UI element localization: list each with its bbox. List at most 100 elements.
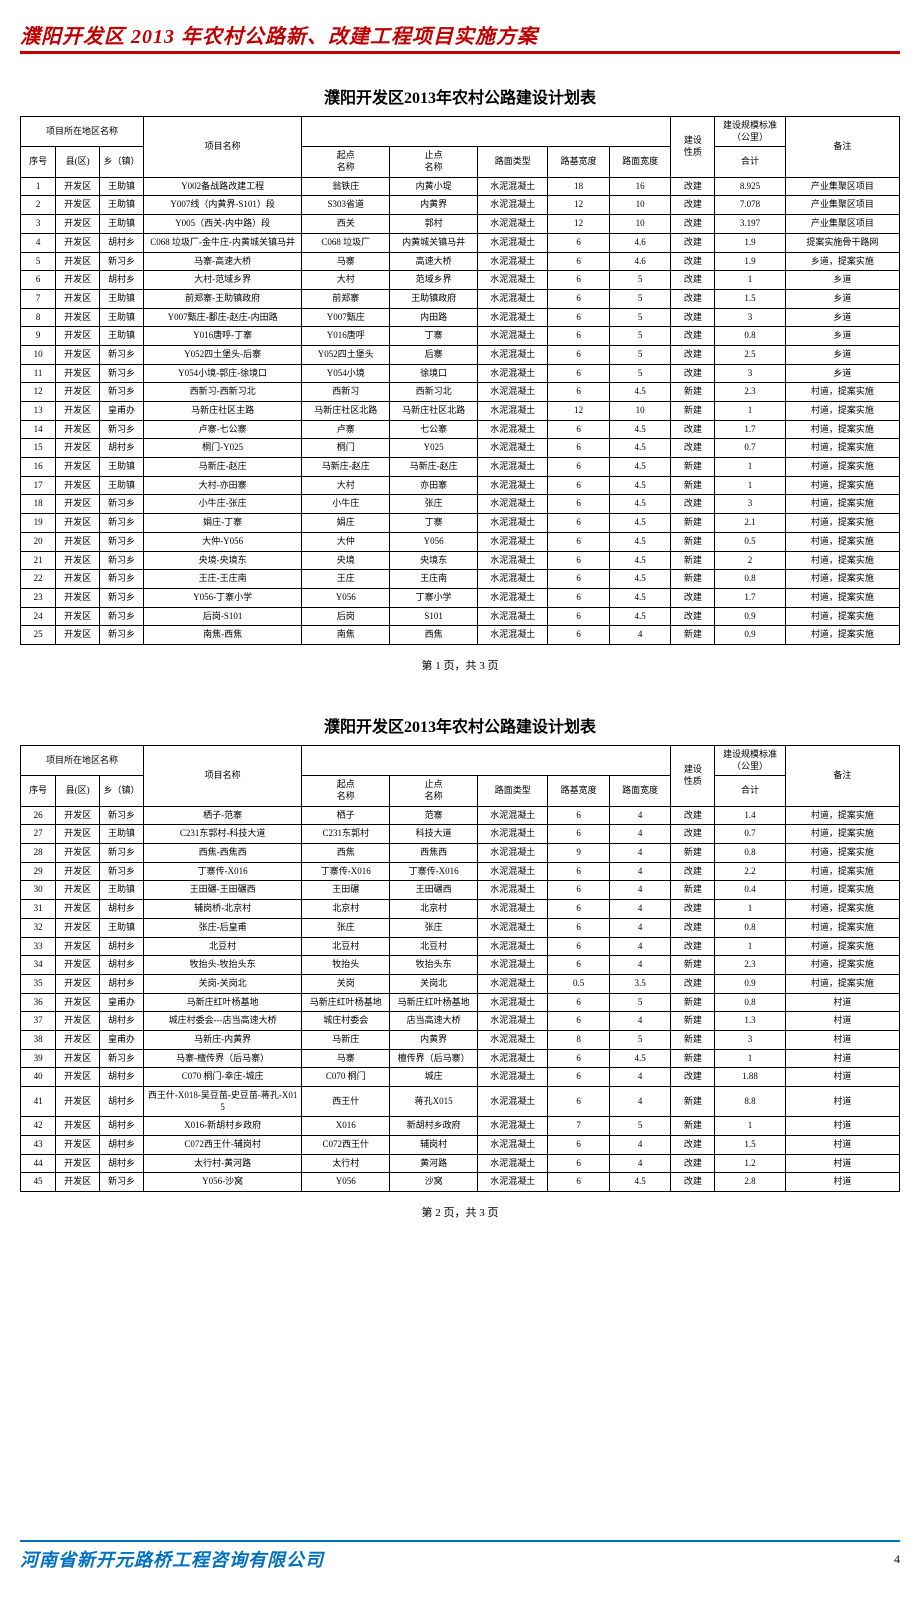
table-cell: 水泥混凝土 <box>478 402 548 421</box>
table-cell: 6 <box>548 345 610 364</box>
table-cell: 胡村乡 <box>100 439 144 458</box>
table-cell: 1.5 <box>715 289 785 308</box>
table-cell: X016 <box>302 1117 390 1136</box>
table-cell: 水泥混凝土 <box>478 476 548 495</box>
table-cell: 6 <box>548 289 610 308</box>
table-cell: 水泥混凝土 <box>478 862 548 881</box>
footer-company: 河南省新开元路桥工程咨询有限公司 <box>20 1546 324 1572</box>
table-cell: 改建 <box>671 420 715 439</box>
table1-title: 濮阳开发区2013年农村公路建设计划表 <box>20 84 900 108</box>
table-cell: 8.8 <box>715 1087 785 1117</box>
table-cell: 村道，提案实施 <box>785 420 899 439</box>
table-cell: 开发区 <box>56 956 100 975</box>
table-cell: 6 <box>548 233 610 252</box>
table-cell: Y016唐呼 <box>302 327 390 346</box>
table-cell: 6 <box>548 551 610 570</box>
table-cell: 0.5 <box>715 532 785 551</box>
table-row: 17开发区王助镇大村-亦田寨大村亦田寨水泥混凝土64.5新建1村道，提案实施 <box>21 476 900 495</box>
table-cell: 1 <box>715 271 785 290</box>
table-cell: 0.8 <box>715 993 785 1012</box>
table-row: 41开发区胡村乡西王什-X018-吴豆苗-史豆苗-蒋孔-X015西王什蒋孔X01… <box>21 1087 900 1117</box>
table-row: 14开发区新习乡卢寨-七公寨卢寨七公寨水泥混凝土64.5改建1.7村道，提案实施 <box>21 420 900 439</box>
table-cell: Y056 <box>302 588 390 607</box>
table-cell: 改建 <box>671 345 715 364</box>
table-cell: C068 垃圾厂-金牛庄-内黄城关镇马井 <box>144 233 302 252</box>
table-cell: 6 <box>548 1068 610 1087</box>
col-surfw: 路面宽度 <box>609 147 671 177</box>
table-cell: 开发区 <box>56 1030 100 1049</box>
table-cell: 水泥混凝土 <box>478 900 548 919</box>
table-cell: 水泥混凝土 <box>478 974 548 993</box>
table-cell: 丁寨 <box>390 327 478 346</box>
col-area-group: 项目所在地区名称 <box>21 745 144 775</box>
table-cell: 范域乡界 <box>390 271 478 290</box>
col-surface: 路面类型 <box>478 776 548 806</box>
table-cell: 4 <box>609 862 671 881</box>
table-cell: 央境 <box>302 551 390 570</box>
table-cell: 2.3 <box>715 956 785 975</box>
table-cell: 2.5 <box>715 345 785 364</box>
table-cell: 6 <box>548 1012 610 1031</box>
table-cell: 内黄界 <box>390 1030 478 1049</box>
table-cell: 6 <box>548 308 610 327</box>
table-cell: 开发区 <box>56 806 100 825</box>
table-cell: 前郑寨 <box>302 289 390 308</box>
col-end: 止点名称 <box>390 147 478 177</box>
table-row: 33开发区胡村乡北豆村北豆村北豆村水泥混凝土64改建1村道，提案实施 <box>21 937 900 956</box>
col-county: 县(区) <box>56 776 100 806</box>
table-cell: 开发区 <box>56 974 100 993</box>
road-table-1: 项目所在地区名称项目名称建设性质建设规模标准（公里）备注序号县(区)乡（镇）起点… <box>20 116 900 645</box>
table-cell: 村道，提案实施 <box>785 956 899 975</box>
table-cell: S101 <box>390 607 478 626</box>
table-cell: 0.8 <box>715 327 785 346</box>
table-row: 28开发区新习乡西焦-西焦西西焦西焦西水泥混凝土94新建0.8村道，提案实施 <box>21 844 900 863</box>
table-cell: 4 <box>609 881 671 900</box>
table-cell: 1.7 <box>715 420 785 439</box>
table-cell: 1 <box>715 1049 785 1068</box>
table-cell: 37 <box>21 1012 56 1031</box>
table-cell: 4.6 <box>609 233 671 252</box>
table-cell: 0.9 <box>715 607 785 626</box>
table-cell: 新习乡 <box>100 626 144 645</box>
table-cell: 新习乡 <box>100 844 144 863</box>
table-cell: 新建 <box>671 1049 715 1068</box>
table-cell: 高速大桥 <box>390 252 478 271</box>
table-cell: 娟庄-丁寨 <box>144 514 302 533</box>
table-cell: 开发区 <box>56 588 100 607</box>
table-cell: 新习乡 <box>100 551 144 570</box>
table-cell: 24 <box>21 607 56 626</box>
table-cell: 新建 <box>671 1012 715 1031</box>
table-cell: 开发区 <box>56 626 100 645</box>
table-cell: 内黄小堤 <box>390 177 478 196</box>
table-cell: 村道，提案实施 <box>785 825 899 844</box>
table-cell: 开发区 <box>56 825 100 844</box>
table-row: 37开发区胡村乡城庄村委会---店当高速大桥城庄村委会店当高速大桥水泥混凝土64… <box>21 1012 900 1031</box>
table-cell: 马新庄-内黄界 <box>144 1030 302 1049</box>
table-cell: 开发区 <box>56 881 100 900</box>
table-cell: 13 <box>21 402 56 421</box>
col-mid-blank <box>302 745 671 775</box>
table-row: 30开发区王助镇王田碾-王田碾西王田碾王田碾西水泥混凝土64新建0.4村道，提案… <box>21 881 900 900</box>
table-cell: 马新庄社区北路 <box>302 402 390 421</box>
table-row: 29开发区新习乡丁寨传-X016丁寨传-X016丁寨传-X016水泥混凝土64改… <box>21 862 900 881</box>
table-cell: 西王什 <box>302 1087 390 1117</box>
table-cell: 改建 <box>671 252 715 271</box>
col-area-group: 项目所在地区名称 <box>21 117 144 147</box>
col-town: 乡（镇） <box>100 147 144 177</box>
table-cell: 北京村 <box>390 900 478 919</box>
table-cell: 新习乡 <box>100 252 144 271</box>
table-cell: 西焦西 <box>390 844 478 863</box>
table-cell: 水泥混凝土 <box>478 607 548 626</box>
table-cell: 改建 <box>671 918 715 937</box>
table-cell: 开发区 <box>56 383 100 402</box>
table-cell: 张庄 <box>302 918 390 937</box>
table-cell: 水泥混凝土 <box>478 532 548 551</box>
table-cell: 43 <box>21 1136 56 1155</box>
table-cell: 0.7 <box>715 439 785 458</box>
table-cell: 檀传界（后马寨） <box>390 1049 478 1068</box>
table-cell: 开发区 <box>56 233 100 252</box>
table-cell: 5 <box>609 271 671 290</box>
table-cell: 水泥混凝土 <box>478 177 548 196</box>
table-cell: 6 <box>548 1049 610 1068</box>
table-cell: C070 桐门 <box>302 1068 390 1087</box>
